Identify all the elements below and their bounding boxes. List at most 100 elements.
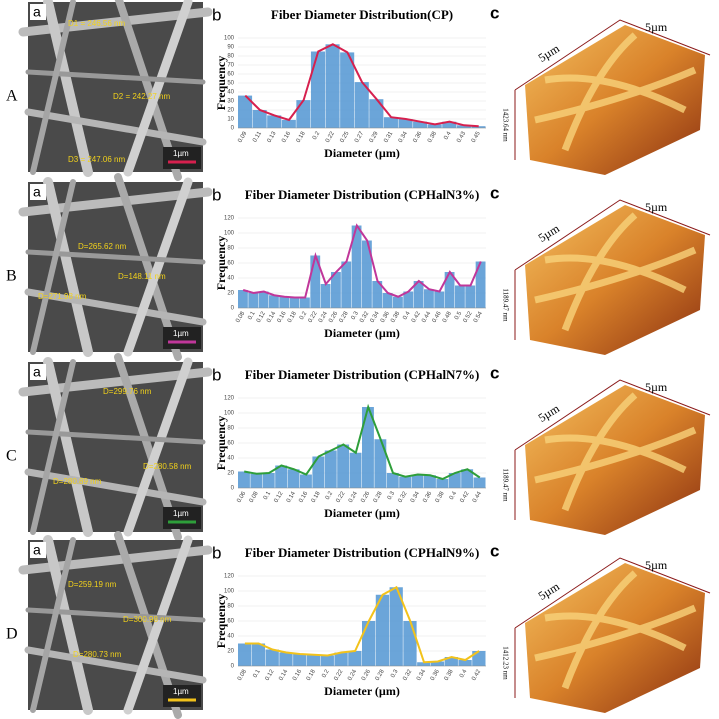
x-tick-label: 0.26 bbox=[361, 668, 372, 682]
x-tick-label: 0.4 bbox=[402, 310, 412, 321]
x-tick-label: 0.38 bbox=[444, 668, 455, 682]
x-tick-label: 0.14 bbox=[266, 310, 277, 324]
x-tick-label: 0.16 bbox=[281, 130, 292, 144]
y-axis-label: Frequency bbox=[214, 56, 228, 110]
measurement: D=148.11 nm bbox=[118, 272, 166, 281]
y-tick-label: 40 bbox=[227, 90, 234, 96]
afm-x: 5µm bbox=[645, 558, 668, 572]
x-tick-label: 0.16 bbox=[277, 310, 288, 324]
row-label: C bbox=[6, 448, 17, 465]
x-tick-label: 0.32 bbox=[397, 490, 408, 504]
y-tick-label: 70 bbox=[227, 63, 234, 69]
x-tick-label: 0.18 bbox=[287, 310, 298, 324]
x-tick-label: 0.08 bbox=[235, 310, 246, 324]
bar bbox=[393, 296, 403, 308]
bar bbox=[374, 439, 387, 488]
y-tick-label: 60 bbox=[227, 72, 234, 78]
bar bbox=[434, 291, 445, 308]
bar bbox=[281, 119, 296, 128]
x-tick-label: 0.3 bbox=[390, 668, 400, 679]
frequency-line bbox=[242, 223, 482, 299]
x-tick-label: 0.42 bbox=[471, 668, 482, 682]
bar bbox=[362, 407, 374, 488]
x-tick-label: 0.22 bbox=[325, 130, 336, 144]
bar bbox=[430, 661, 445, 666]
bar bbox=[472, 651, 486, 666]
bar bbox=[399, 476, 412, 488]
x-tick-label: 0.16 bbox=[292, 668, 303, 682]
row-label: B bbox=[6, 268, 17, 285]
bar bbox=[341, 261, 352, 308]
afm-x: 5µm bbox=[645, 200, 668, 214]
bar bbox=[325, 44, 340, 128]
bar bbox=[444, 272, 455, 308]
y-tick-label: 60 bbox=[227, 261, 234, 267]
y-tick-label: 40 bbox=[227, 634, 234, 640]
bar bbox=[372, 281, 383, 308]
panel-label: c bbox=[490, 541, 499, 560]
panel-label: c bbox=[490, 3, 499, 22]
panel-label: b bbox=[212, 5, 221, 24]
bar bbox=[436, 479, 449, 488]
bar bbox=[382, 293, 393, 308]
bar bbox=[238, 471, 250, 488]
bar bbox=[331, 272, 341, 308]
bar bbox=[465, 285, 476, 308]
x-tick-label: 0.08 bbox=[237, 668, 248, 682]
x-tick-label: 0.2 bbox=[312, 130, 322, 141]
panel-label: a bbox=[33, 4, 41, 20]
x-tick-label: 0.36 bbox=[422, 490, 433, 504]
scale-label: 1µm bbox=[173, 687, 189, 696]
bar bbox=[362, 240, 372, 308]
x-tick-label: 0.5 bbox=[454, 310, 464, 321]
bar bbox=[473, 477, 486, 488]
y-tick-label: 20 bbox=[227, 649, 234, 655]
bar bbox=[362, 621, 376, 666]
y-tick-label: 50 bbox=[227, 81, 234, 87]
bar bbox=[455, 285, 465, 308]
x-tick-label: 0.27 bbox=[354, 130, 365, 144]
chart-title: Fiber Diameter Distribution (CPHalN3%) bbox=[245, 187, 480, 202]
measurement: D=271.98 nm bbox=[38, 292, 87, 301]
bar bbox=[458, 660, 472, 666]
bar bbox=[411, 474, 424, 488]
afm-z: 1189.47 nm bbox=[501, 288, 509, 322]
x-tick-label: 0.45 bbox=[471, 130, 482, 144]
bar bbox=[296, 100, 311, 128]
afm-surface bbox=[515, 20, 710, 175]
y-axis-label: Frequency bbox=[214, 594, 228, 648]
panel-label: a bbox=[33, 184, 41, 200]
x-tick-label: 0.2 bbox=[299, 310, 309, 321]
scale-label: 1µm bbox=[173, 509, 189, 518]
x-tick-label: 0.4 bbox=[443, 130, 453, 141]
bar bbox=[398, 119, 413, 128]
x-tick-label: 0.08 bbox=[249, 490, 260, 504]
bar bbox=[293, 654, 307, 666]
y-tick-label: 20 bbox=[227, 108, 234, 114]
bar bbox=[310, 51, 326, 128]
measurement: D1 = 246.56 nm bbox=[68, 19, 125, 28]
bar bbox=[320, 284, 331, 308]
x-axis-label: Diameter (µm) bbox=[324, 146, 400, 160]
bar bbox=[351, 225, 362, 308]
x-tick-label: 0.24 bbox=[318, 310, 329, 324]
bar bbox=[348, 651, 362, 666]
x-tick-label: 0.4 bbox=[459, 668, 469, 679]
bar bbox=[250, 473, 263, 488]
bar bbox=[310, 255, 321, 308]
x-tick-label: 0.4 bbox=[449, 490, 459, 501]
measurement: D=300.98 nm bbox=[123, 615, 172, 624]
afm-surface bbox=[515, 558, 710, 713]
y-tick-label: 100 bbox=[224, 411, 235, 417]
y-tick-label: 0 bbox=[231, 306, 235, 312]
x-tick-label: 0.28 bbox=[373, 490, 384, 504]
y-axis-label: Frequency bbox=[214, 236, 228, 290]
bar bbox=[456, 125, 471, 128]
y-tick-label: 80 bbox=[227, 54, 234, 60]
x-tick-label: 0.1 bbox=[247, 310, 257, 321]
bar bbox=[403, 621, 417, 666]
sem-image: a D=259.19 nm D=300.98 nm D=280.73 nm 1µm bbox=[23, 535, 208, 715]
